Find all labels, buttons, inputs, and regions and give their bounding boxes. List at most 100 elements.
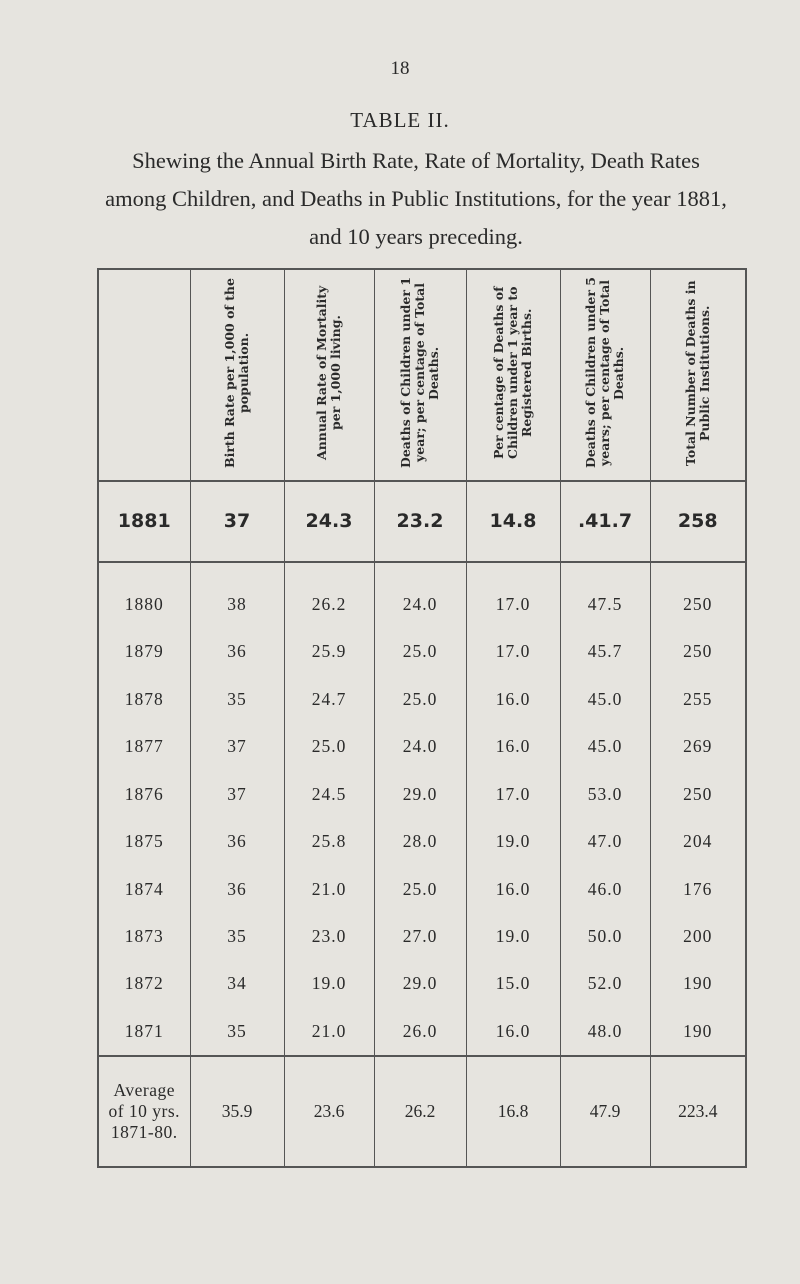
column-header-label: Total Number of Deaths in Public Institu…: [682, 279, 712, 466]
header-row: Birth Rate per 1,000 of the population. …: [97, 268, 747, 482]
table-cell: 204: [649, 817, 747, 866]
year-cell: 1877: [97, 723, 190, 771]
table-row: 1877 37 25.0 24.0 16.0 45.0 269: [97, 723, 747, 771]
column-header-label: Per centage of Deaths of Children under …: [491, 286, 534, 459]
header-corner: [97, 268, 190, 482]
table-cell: 16.8: [465, 1055, 560, 1168]
table-cell: 37: [189, 481, 284, 563]
table-cell: 200: [649, 912, 747, 961]
table-cell: 19.0: [465, 912, 560, 961]
table-row: 1876 37 24.5 29.0 17.0 53.0 250: [97, 770, 747, 818]
table-cell: 53.0: [559, 770, 650, 818]
column-header: Deaths of Children under 5 years; per ce…: [559, 268, 650, 482]
average-row: Average of 10 yrs. 1871-80. 35.9 23.6 26…: [97, 1055, 747, 1168]
average-label: Average of 10 yrs. 1871-80.: [97, 1055, 190, 1168]
current-year-row: 1881 37 24.3 23.2 14.8 .41.7 258: [97, 481, 747, 563]
table-cell: 16.0: [465, 723, 560, 771]
year-cell: 1881: [97, 481, 190, 563]
table-cell: 37: [189, 723, 284, 771]
table-cell: 250: [649, 561, 747, 629]
table-title: TABLE II.: [350, 108, 450, 132]
table-cell: 26.2: [373, 1055, 466, 1168]
table-cell: 21.0: [283, 1007, 374, 1057]
table-cell: 25.8: [283, 817, 374, 866]
year-cell: 1878: [97, 675, 190, 724]
table-cell: 45.0: [559, 675, 650, 724]
table-cell: 26.0: [373, 1007, 466, 1057]
table-cell: 50.0: [559, 912, 650, 961]
average-label-line: of 10 yrs.: [108, 1101, 181, 1121]
statistics-table: Birth Rate per 1,000 of the population. …: [97, 268, 747, 1168]
table-cell: 48.0: [559, 1007, 650, 1057]
table-cell: 15.0: [465, 960, 560, 1008]
column-header-label: Annual Rate of Mortality per 1,000 livin…: [314, 285, 343, 460]
table-cell: 38: [189, 561, 284, 629]
table-cell: 47.9: [559, 1055, 650, 1168]
table-cell: 24.0: [373, 561, 466, 629]
table-cell: 28.0: [373, 817, 466, 866]
table-row: 1878 35 24.7 25.0 16.0 45.0 255: [97, 675, 747, 724]
table-row: 1875 36 25.8 28.0 19.0 47.0 204: [97, 817, 747, 866]
table-cell: 47.0: [559, 817, 650, 866]
table-cell: 14.8: [465, 481, 560, 563]
table-row: 1872 34 19.0 29.0 15.0 52.0 190: [97, 960, 747, 1008]
table-cell: 19.0: [283, 960, 374, 1008]
table-cell: 25.0: [283, 723, 374, 771]
table-cell: 36: [189, 817, 284, 866]
table-cell: 190: [649, 960, 747, 1008]
table-cell: 25.0: [373, 865, 466, 913]
average-label-line: 1871-80.: [110, 1122, 178, 1142]
table-cell: 16.0: [465, 675, 560, 724]
table-cell: 23.0: [283, 912, 374, 961]
table-cell: 52.0: [559, 960, 650, 1008]
year-cell: 1874: [97, 865, 190, 913]
table-row: 1880 38 26.2 24.0 17.0 47.5 250: [97, 561, 747, 629]
table-cell: 35: [189, 1007, 284, 1057]
table-cell: 17.0: [465, 770, 560, 818]
table-cell: 29.0: [373, 960, 466, 1008]
table-cell: 24.7: [283, 675, 374, 724]
table-cell: 35: [189, 675, 284, 724]
preceding-years: 1880 38 26.2 24.0 17.0 47.5 250 1879 36 25.9 25.0 1…: [97, 561, 747, 1057]
table-cell: 36: [189, 865, 284, 913]
table-cell: 17.0: [465, 561, 560, 629]
table-cell: 17.0: [465, 628, 560, 676]
year-cell: 1876: [97, 770, 190, 818]
column-header: Birth Rate per 1,000 of the population.: [189, 268, 284, 482]
table-row: 1873 35 23.0 27.0 19.0 50.0 200: [97, 912, 747, 961]
table-cell: 21.0: [283, 865, 374, 913]
year-cell: 1872: [97, 960, 190, 1008]
table-cell: 16.0: [465, 865, 560, 913]
table-cell: 255: [649, 675, 747, 724]
average-label-line: Average: [113, 1080, 175, 1100]
year-cell: 1879: [97, 628, 190, 676]
year-cell: 1875: [97, 817, 190, 866]
table-cell: 19.0: [465, 817, 560, 866]
table-cell: 190: [649, 1007, 747, 1057]
table-cell: 25.9: [283, 628, 374, 676]
table-cell: 46.0: [559, 865, 650, 913]
table-cell: 16.0: [465, 1007, 560, 1057]
table-row: 1879 36 25.9 25.0 17.0 45.7 250: [97, 628, 747, 676]
table-cell: 35.9: [189, 1055, 284, 1168]
table-cell: 24.5: [283, 770, 374, 818]
table-cell: 258: [649, 481, 747, 563]
table-cell: 250: [649, 628, 747, 676]
table-cell: 23.2: [373, 481, 466, 563]
column-header: Deaths of Children under 1 year; per cen…: [373, 268, 466, 482]
table-cell: 223.4: [649, 1055, 747, 1168]
table-cell: 29.0: [373, 770, 466, 818]
year-cell: 1873: [97, 912, 190, 961]
column-header-label: Birth Rate per 1,000 of the population.: [222, 277, 251, 468]
table-cell: 25.0: [373, 675, 466, 724]
column-header: Total Number of Deaths in Public Institu…: [649, 268, 747, 482]
table-row: 1871 35 21.0 26.0 16.0 48.0 190: [97, 1007, 747, 1057]
table-row: 1874 36 21.0 25.0 16.0 46.0 176: [97, 865, 747, 913]
table-cell: 26.2: [283, 561, 374, 629]
table-cell: 27.0: [373, 912, 466, 961]
table-cell: 47.5: [559, 561, 650, 629]
table-cell: 37: [189, 770, 284, 818]
table-cell: 269: [649, 723, 747, 771]
page-number: 18: [390, 58, 410, 79]
table-cell: 176: [649, 865, 747, 913]
